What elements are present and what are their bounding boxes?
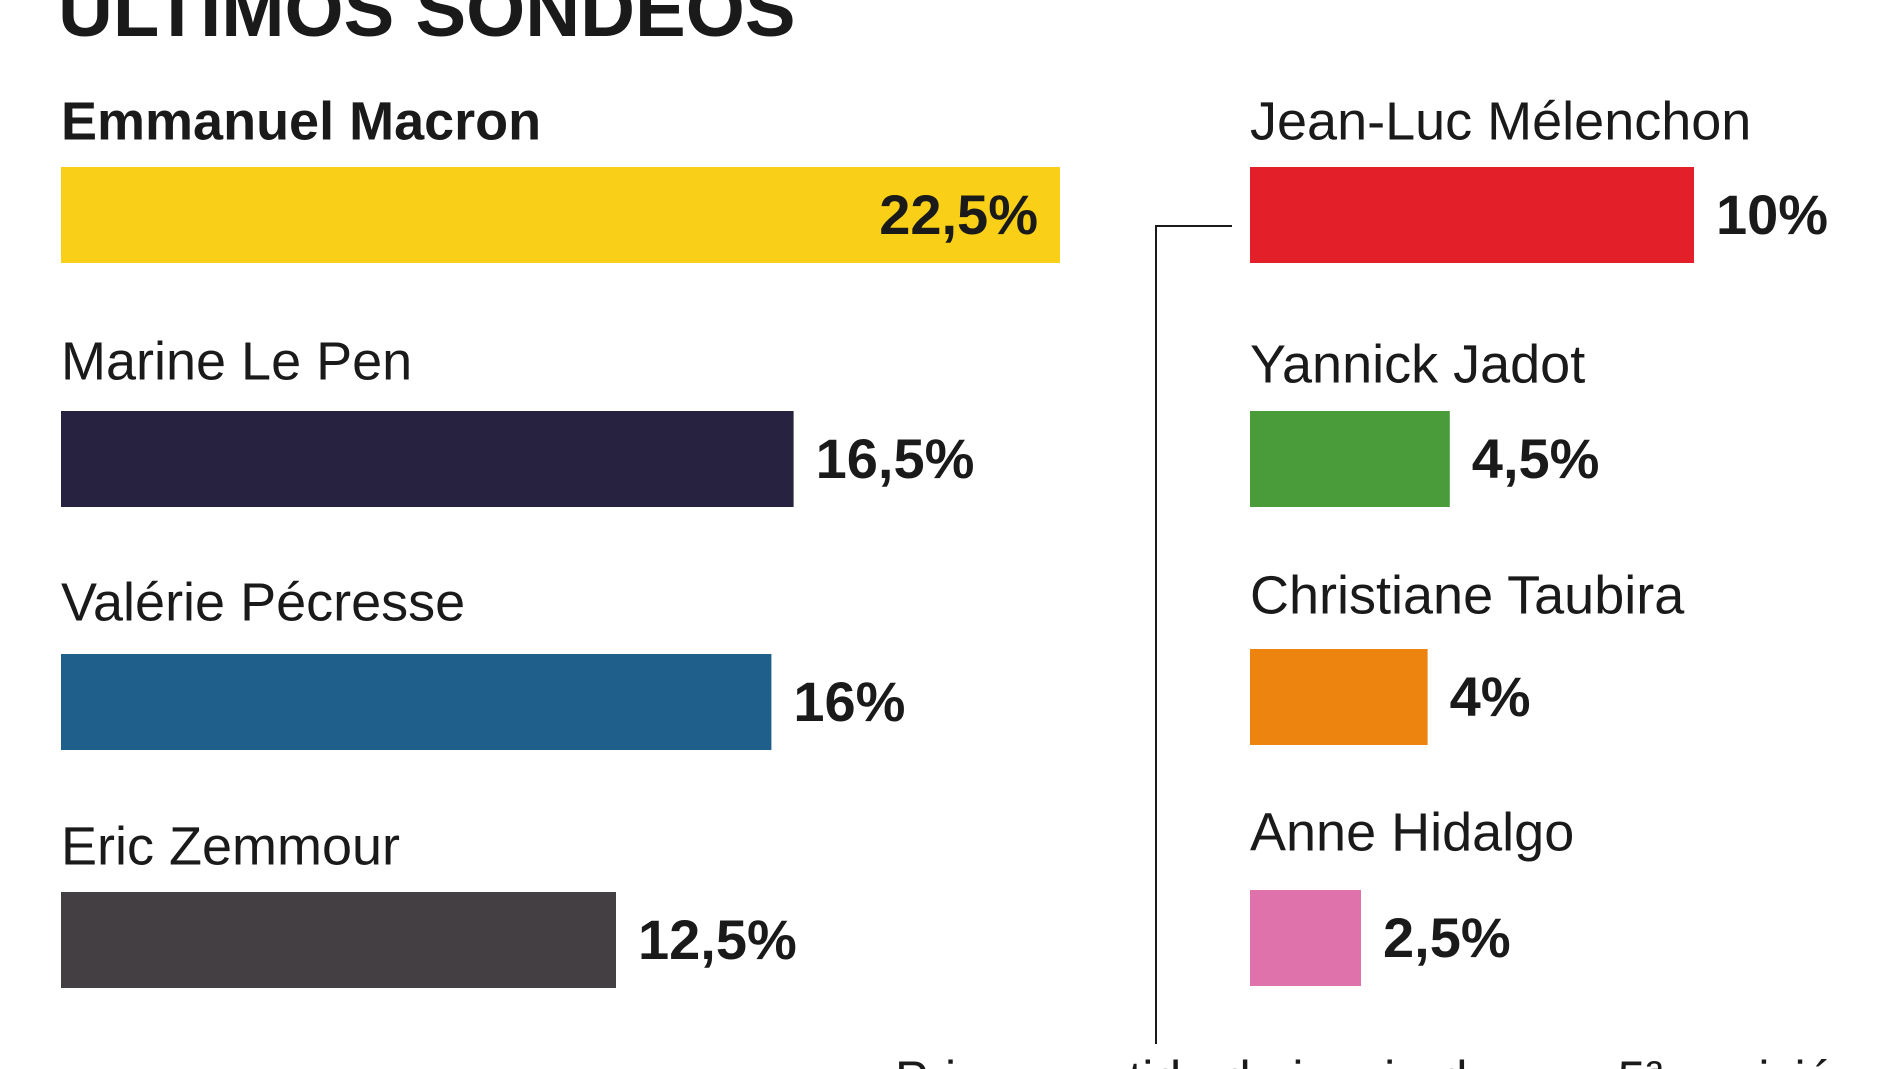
value-label: 4% — [1450, 665, 1531, 728]
category-label: Anne Hidalgo — [1250, 802, 1574, 862]
bar — [1250, 167, 1694, 263]
value-label: 12,5% — [638, 908, 797, 971]
category-label: Valérie Pécresse — [61, 572, 465, 632]
category-label: Marine Le Pen — [61, 331, 412, 391]
category-label: Christiane Taubira — [1250, 565, 1685, 625]
annotation: Primer partido de izquierdas, en 5ª posi… — [895, 1051, 1861, 1069]
category-label: Emmanuel Macron — [61, 91, 541, 151]
category-label: Jean-Luc Mélenchon — [1250, 91, 1751, 151]
bar — [61, 892, 616, 988]
bar — [61, 411, 794, 507]
value-label: 22,5% — [879, 183, 1038, 246]
value-label: 2,5% — [1383, 906, 1511, 969]
bar — [1250, 649, 1428, 745]
bar — [1250, 411, 1450, 507]
bar — [61, 654, 772, 750]
connector — [1155, 225, 1232, 1044]
bar — [61, 167, 1060, 263]
value-label: 16% — [793, 670, 905, 733]
chart-title: ÚLTIMOS SONDEOS — [58, 0, 796, 53]
value-label: 10% — [1716, 183, 1828, 246]
value-label: 4,5% — [1472, 427, 1600, 490]
bar — [1250, 890, 1361, 986]
value-label: 16,5% — [816, 427, 975, 490]
category-label: Eric Zemmour — [61, 816, 400, 876]
category-label: Yannick Jadot — [1250, 334, 1585, 394]
